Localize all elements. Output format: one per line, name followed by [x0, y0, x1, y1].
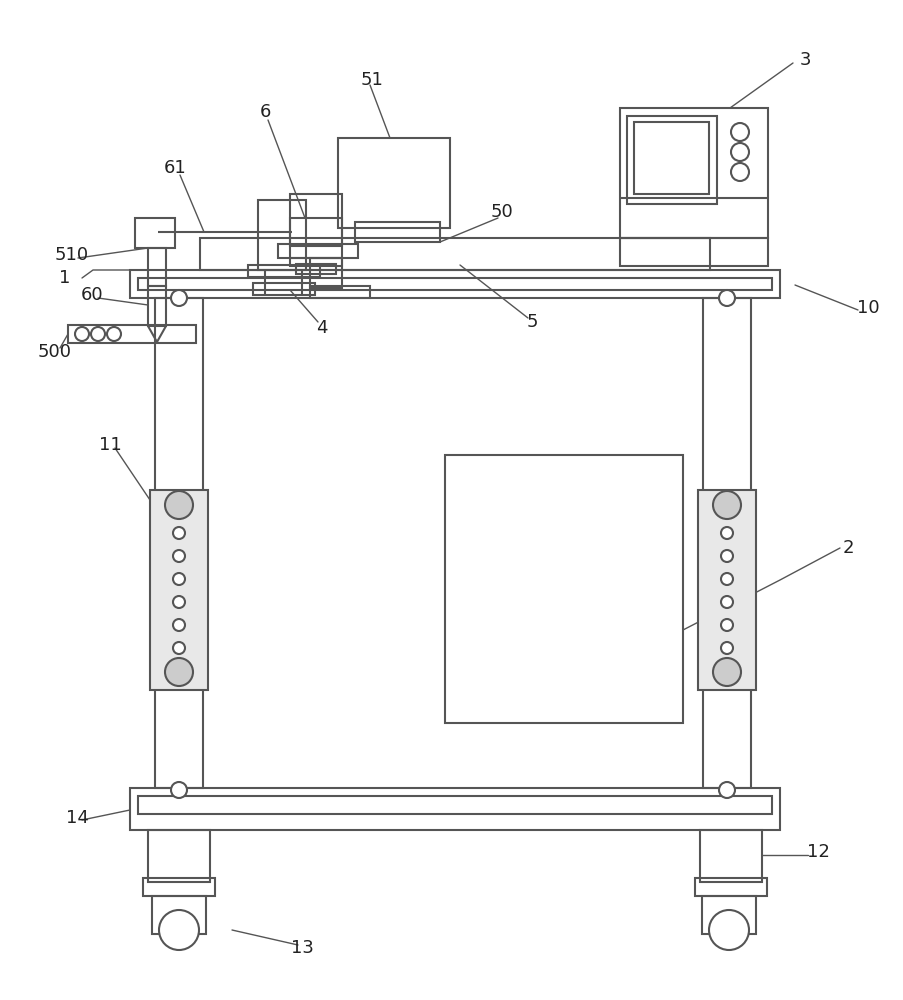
Bar	[130, 270, 779, 298]
Circle shape	[159, 910, 199, 950]
Bar	[295, 264, 336, 274]
Bar	[148, 248, 166, 286]
Text: 14: 14	[66, 809, 88, 827]
Bar	[702, 896, 755, 934]
Circle shape	[712, 658, 740, 686]
Bar	[278, 244, 358, 258]
Text: 5: 5	[526, 313, 537, 331]
Circle shape	[165, 491, 192, 519]
Circle shape	[721, 504, 732, 516]
Circle shape	[731, 163, 749, 181]
Circle shape	[107, 327, 121, 341]
Bar	[697, 490, 755, 690]
Bar	[290, 218, 341, 266]
Text: 3: 3	[798, 51, 810, 69]
Bar	[619, 108, 768, 238]
Bar	[703, 298, 750, 788]
Bar	[130, 788, 779, 830]
Bar	[68, 325, 196, 343]
Circle shape	[171, 290, 187, 306]
Circle shape	[172, 527, 185, 539]
Circle shape	[718, 782, 734, 798]
Circle shape	[172, 596, 185, 608]
Circle shape	[171, 782, 187, 798]
Circle shape	[731, 143, 749, 161]
Text: 12: 12	[805, 843, 829, 861]
Bar	[253, 283, 314, 295]
Circle shape	[721, 642, 732, 654]
Bar	[138, 796, 771, 814]
Circle shape	[172, 504, 185, 516]
Circle shape	[91, 327, 105, 341]
Circle shape	[731, 123, 749, 141]
Bar	[143, 878, 215, 896]
Bar	[633, 122, 708, 194]
Bar	[619, 238, 768, 266]
Bar	[338, 138, 450, 228]
Circle shape	[712, 491, 740, 519]
Text: 4: 4	[316, 319, 328, 337]
Bar	[148, 830, 209, 882]
Circle shape	[708, 910, 749, 950]
Bar	[627, 116, 716, 204]
Text: 11: 11	[98, 436, 121, 454]
Circle shape	[172, 642, 185, 654]
Text: 51: 51	[360, 71, 383, 89]
Text: 500: 500	[38, 343, 72, 361]
Circle shape	[721, 619, 732, 631]
Text: 61: 61	[163, 159, 186, 177]
Bar	[154, 298, 203, 788]
Circle shape	[721, 596, 732, 608]
Text: 10: 10	[856, 299, 879, 317]
Text: 60: 60	[80, 286, 103, 304]
Circle shape	[172, 573, 185, 585]
Bar	[152, 896, 206, 934]
Bar	[444, 455, 683, 723]
Circle shape	[75, 327, 88, 341]
Bar	[355, 222, 440, 242]
Text: 50: 50	[490, 203, 513, 221]
Bar	[290, 194, 341, 246]
Bar	[310, 286, 369, 298]
Text: 1: 1	[60, 269, 70, 287]
Circle shape	[165, 658, 192, 686]
Bar	[257, 200, 305, 270]
Text: 13: 13	[290, 939, 313, 957]
Bar	[138, 278, 771, 290]
Circle shape	[721, 550, 732, 562]
Bar	[694, 878, 766, 896]
Circle shape	[172, 619, 185, 631]
Bar	[148, 286, 166, 326]
Text: 6: 6	[259, 103, 270, 121]
Bar	[247, 265, 320, 277]
Circle shape	[721, 573, 732, 585]
Bar	[699, 830, 761, 882]
Bar	[200, 238, 709, 270]
Bar	[150, 490, 208, 690]
Bar	[135, 218, 175, 248]
Circle shape	[721, 527, 732, 539]
Text: 510: 510	[55, 246, 89, 264]
Circle shape	[172, 550, 185, 562]
Bar	[310, 258, 341, 288]
Circle shape	[718, 290, 734, 306]
Text: 2: 2	[842, 539, 852, 557]
